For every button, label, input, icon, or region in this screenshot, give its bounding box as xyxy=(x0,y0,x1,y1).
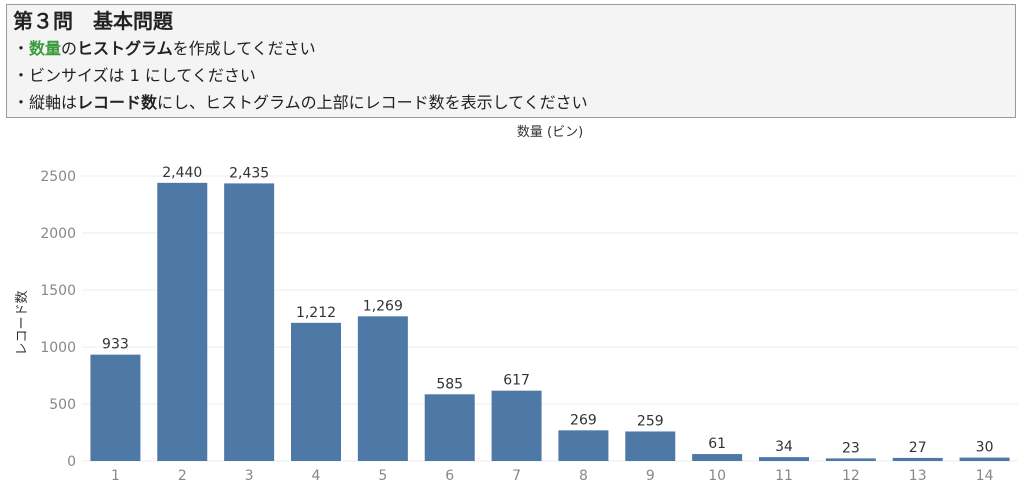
bar[interactable] xyxy=(224,183,275,461)
task-instructions: 第３問 基本問題 ・数量のヒストグラムを作成してください ・ビンサイズは 1 に… xyxy=(6,4,1016,118)
x-axis-ticks: 1 2 3 4 5 6 7 8 9 10 11 12 13 14 xyxy=(111,468,994,484)
bar[interactable] xyxy=(357,316,408,461)
y-tick-label: 1000 xyxy=(40,340,76,356)
x-tick-label: 13 xyxy=(909,468,927,484)
bar[interactable] xyxy=(90,354,141,461)
bar[interactable] xyxy=(424,394,475,461)
bar-value-label: 1,269 xyxy=(363,298,403,314)
x-tick-label: 6 xyxy=(445,468,454,484)
value-labels: 933 2,440 2,435 1,212 1,269 585 617 269 259 61 34 2… xyxy=(102,165,993,457)
x-tick-label: 11 xyxy=(775,468,793,484)
bullet: ・ xyxy=(13,66,30,85)
y-tick-label: 1500 xyxy=(40,283,76,299)
bar[interactable] xyxy=(157,182,208,461)
chart-title: 数量 (ビン) xyxy=(517,125,583,140)
text: ビンサイズは 1 にしてください xyxy=(29,66,256,85)
y-tick-label: 500 xyxy=(49,397,76,413)
bar[interactable] xyxy=(491,390,542,461)
bar[interactable] xyxy=(959,457,1010,461)
y-tick-label: 2000 xyxy=(40,226,76,242)
bar[interactable] xyxy=(825,458,876,461)
bars xyxy=(90,182,1010,461)
bar-value-label: 2,440 xyxy=(162,165,202,181)
x-tick-label: 8 xyxy=(579,468,588,484)
task-line-3: ・縦軸はレコード数にし、ヒストグラムの上部にレコード数を表示してください xyxy=(13,89,1015,116)
bar-value-label: 933 xyxy=(102,337,129,353)
bullet: ・ xyxy=(13,93,30,112)
x-tick-label: 4 xyxy=(312,468,321,484)
bar[interactable] xyxy=(291,322,341,461)
x-tick-label: 2 xyxy=(178,468,187,484)
bar[interactable] xyxy=(892,457,943,461)
bar-value-label: 259 xyxy=(637,413,664,429)
text: を作成してください xyxy=(172,39,316,58)
bar-value-label: 269 xyxy=(570,412,597,428)
x-tick-label: 10 xyxy=(708,468,726,484)
field-name-quantity: 数量 xyxy=(29,39,62,58)
x-tick-label: 1 xyxy=(111,468,120,484)
bold-histogram: ヒストグラム xyxy=(77,39,173,58)
bar-value-label: 61 xyxy=(708,436,726,452)
bar-value-label: 2,435 xyxy=(229,165,269,181)
bar[interactable] xyxy=(625,431,676,461)
bar-value-label: 30 xyxy=(976,440,994,456)
text: の xyxy=(61,39,78,58)
bar-value-label: 1,212 xyxy=(296,305,336,321)
bar[interactable] xyxy=(692,454,743,461)
text: にし、ヒストグラムの上部にレコード数を表示してください xyxy=(157,93,588,112)
x-tick-label: 9 xyxy=(646,468,655,484)
task-line-1: ・数量のヒストグラムを作成してください xyxy=(13,35,1015,62)
text: 縦軸は xyxy=(29,93,78,112)
y-tick-label: 0 xyxy=(67,454,76,470)
y-axis-ticks: 0 500 1000 1500 2000 2500 xyxy=(40,169,76,470)
x-tick-label: 7 xyxy=(512,468,521,484)
bar-value-label: 27 xyxy=(909,440,927,456)
bullet: ・ xyxy=(13,39,30,58)
x-tick-label: 5 xyxy=(378,468,387,484)
bar-value-label: 585 xyxy=(436,376,463,392)
histogram-chart: 数量 (ビン) レコード数 0 500 1000 1500 2000 2500 933 2,… xyxy=(15,125,1018,484)
bar-value-label: 23 xyxy=(842,440,860,456)
bar[interactable] xyxy=(558,430,609,461)
x-tick-label: 3 xyxy=(245,468,254,484)
gridlines xyxy=(82,175,1018,462)
task-title: 第３問 基本問題 xyxy=(13,9,173,33)
x-tick-label: 12 xyxy=(842,468,860,484)
x-tick-label: 14 xyxy=(976,468,994,484)
y-tick-label: 2500 xyxy=(40,169,76,185)
bold-record-count: レコード数 xyxy=(77,93,158,112)
y-axis-title: レコード数 xyxy=(15,290,30,355)
bar-value-label: 34 xyxy=(775,439,793,455)
bar[interactable] xyxy=(759,457,809,461)
task-line-2: ・ビンサイズは 1 にしてください xyxy=(13,62,1015,89)
bar-value-label: 617 xyxy=(503,373,530,389)
